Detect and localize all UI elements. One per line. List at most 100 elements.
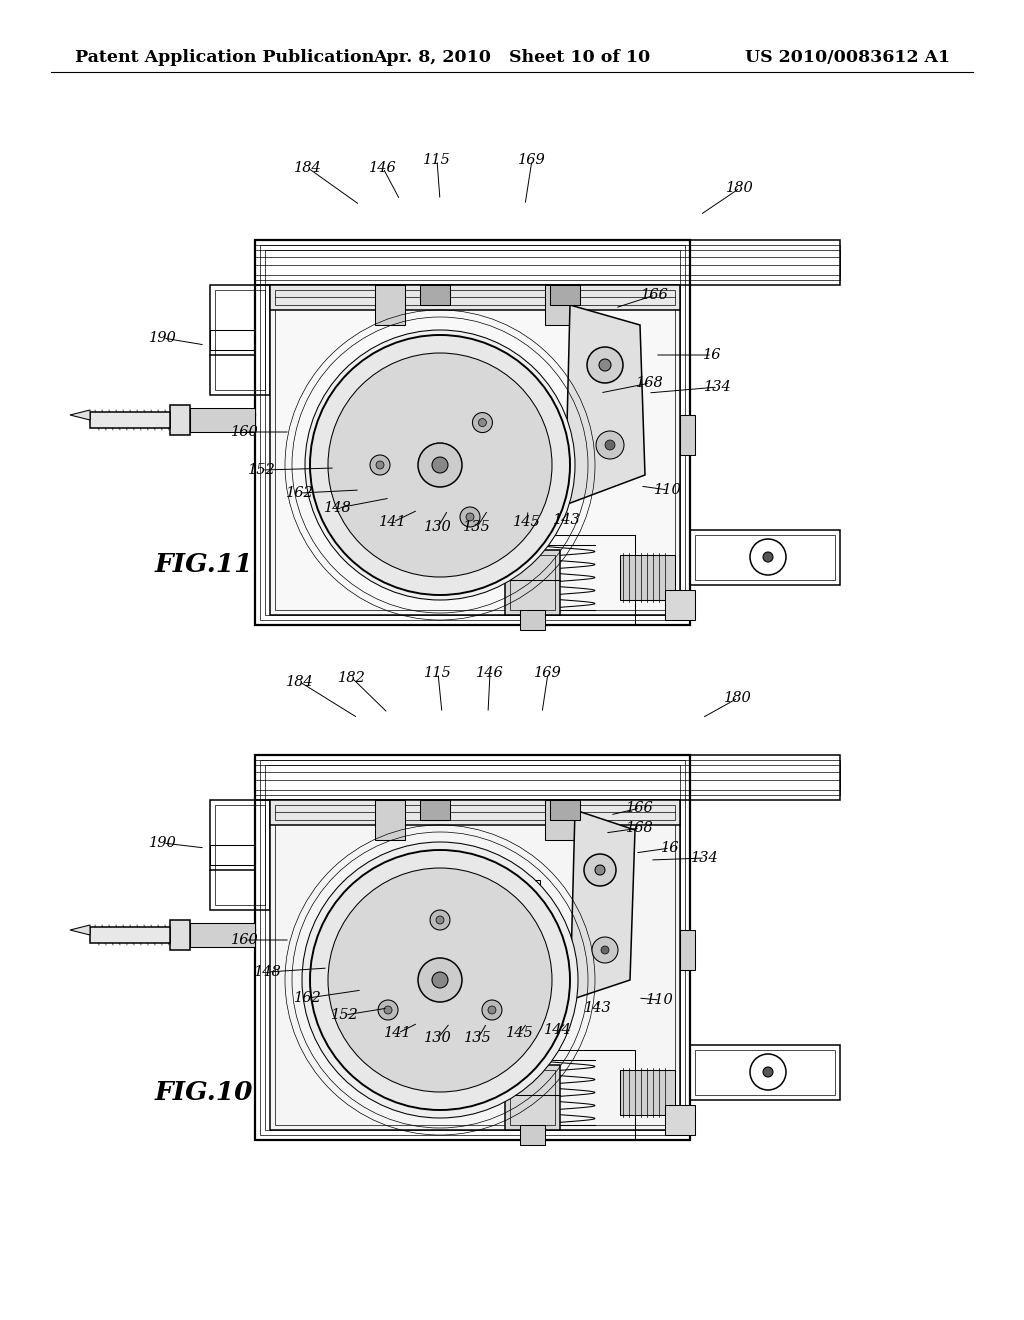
Text: 146: 146 xyxy=(476,667,504,680)
Circle shape xyxy=(432,457,449,473)
Circle shape xyxy=(432,972,449,987)
Text: 169: 169 xyxy=(535,667,562,680)
Text: 162: 162 xyxy=(294,991,322,1005)
Bar xyxy=(255,240,840,285)
Text: 134: 134 xyxy=(691,851,719,865)
Bar xyxy=(420,285,450,305)
Text: 190: 190 xyxy=(150,331,177,345)
Circle shape xyxy=(472,413,493,433)
Circle shape xyxy=(418,958,462,1002)
Circle shape xyxy=(378,1001,398,1020)
Circle shape xyxy=(384,1006,392,1014)
Bar xyxy=(270,285,680,310)
Circle shape xyxy=(599,359,611,371)
Text: 141: 141 xyxy=(384,1026,412,1040)
Bar xyxy=(255,240,690,624)
Bar xyxy=(255,249,840,275)
Circle shape xyxy=(763,552,773,562)
Bar xyxy=(210,330,255,350)
Text: 168: 168 xyxy=(636,376,664,389)
Text: 130: 130 xyxy=(424,1031,452,1045)
Text: 143: 143 xyxy=(553,513,581,527)
Text: 160: 160 xyxy=(231,425,259,440)
Text: 110: 110 xyxy=(654,483,682,498)
Bar xyxy=(510,1071,555,1125)
Circle shape xyxy=(596,432,624,459)
Bar xyxy=(170,920,190,950)
Text: 135: 135 xyxy=(463,520,490,535)
Bar xyxy=(275,805,675,820)
Circle shape xyxy=(370,455,390,475)
Text: 110: 110 xyxy=(646,993,674,1007)
Circle shape xyxy=(328,352,552,577)
Text: 169: 169 xyxy=(518,153,546,168)
Bar xyxy=(680,931,695,970)
Bar xyxy=(695,1049,835,1096)
Text: Apr. 8, 2010   Sheet 10 of 10: Apr. 8, 2010 Sheet 10 of 10 xyxy=(374,49,650,66)
Bar xyxy=(680,414,695,455)
Text: 162: 162 xyxy=(286,486,314,500)
Bar xyxy=(210,845,255,865)
Bar xyxy=(255,766,840,789)
Bar xyxy=(190,408,255,432)
Bar xyxy=(255,755,690,1140)
Bar xyxy=(215,290,265,389)
Polygon shape xyxy=(432,960,449,1040)
Bar xyxy=(520,1125,545,1144)
Text: 134: 134 xyxy=(705,380,732,393)
Bar xyxy=(665,1105,695,1135)
Bar xyxy=(420,800,450,820)
Bar xyxy=(545,800,575,840)
Circle shape xyxy=(376,461,384,469)
Bar xyxy=(255,246,840,280)
Circle shape xyxy=(601,946,609,954)
Text: 143: 143 xyxy=(584,1001,612,1015)
Bar xyxy=(510,554,555,610)
Bar xyxy=(265,766,680,1130)
Bar xyxy=(375,800,406,840)
Bar xyxy=(270,800,680,825)
Circle shape xyxy=(418,444,462,487)
Circle shape xyxy=(305,330,575,601)
Bar xyxy=(550,285,580,305)
Text: 16: 16 xyxy=(660,841,679,855)
Polygon shape xyxy=(570,810,635,1001)
Text: 16: 16 xyxy=(702,348,721,362)
Bar xyxy=(210,800,270,909)
Text: 135: 135 xyxy=(464,1031,492,1045)
Bar xyxy=(275,805,675,1125)
Bar xyxy=(505,550,560,615)
Bar xyxy=(620,1071,675,1115)
Polygon shape xyxy=(565,305,645,506)
Bar xyxy=(190,923,255,946)
Circle shape xyxy=(328,869,552,1092)
Bar xyxy=(260,760,685,1135)
Circle shape xyxy=(310,335,570,595)
Circle shape xyxy=(763,1067,773,1077)
Bar xyxy=(665,590,695,620)
Bar xyxy=(90,927,170,942)
Bar xyxy=(690,1045,840,1100)
Text: 141: 141 xyxy=(379,515,407,529)
Text: 144: 144 xyxy=(544,1023,571,1038)
Text: 145: 145 xyxy=(513,515,541,529)
Text: 166: 166 xyxy=(641,288,669,302)
Text: 168: 168 xyxy=(626,821,654,836)
Circle shape xyxy=(595,865,605,875)
Circle shape xyxy=(302,842,578,1118)
Text: 190: 190 xyxy=(150,836,177,850)
Text: 115: 115 xyxy=(424,667,452,680)
Bar xyxy=(545,285,575,325)
Text: 180: 180 xyxy=(726,181,754,195)
Bar xyxy=(275,290,675,305)
Text: 182: 182 xyxy=(338,671,366,685)
Bar xyxy=(275,290,675,610)
Polygon shape xyxy=(350,880,540,1040)
Bar xyxy=(215,805,265,906)
Bar xyxy=(355,884,535,1035)
Bar xyxy=(695,535,835,579)
Text: 130: 130 xyxy=(424,520,452,535)
Circle shape xyxy=(584,854,616,886)
Bar xyxy=(505,1065,560,1130)
Text: 152: 152 xyxy=(331,1008,358,1022)
